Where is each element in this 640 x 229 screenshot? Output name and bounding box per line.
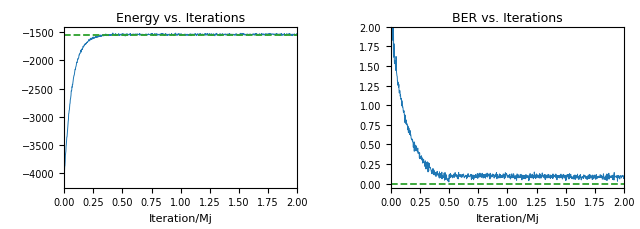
Title: BER vs. Iterations: BER vs. Iterations bbox=[452, 12, 563, 25]
X-axis label: Iteration/Mj: Iteration/Mj bbox=[148, 213, 212, 223]
X-axis label: Iteration/Mj: Iteration/Mj bbox=[476, 213, 540, 223]
Title: Energy vs. Iterations: Energy vs. Iterations bbox=[116, 12, 245, 25]
